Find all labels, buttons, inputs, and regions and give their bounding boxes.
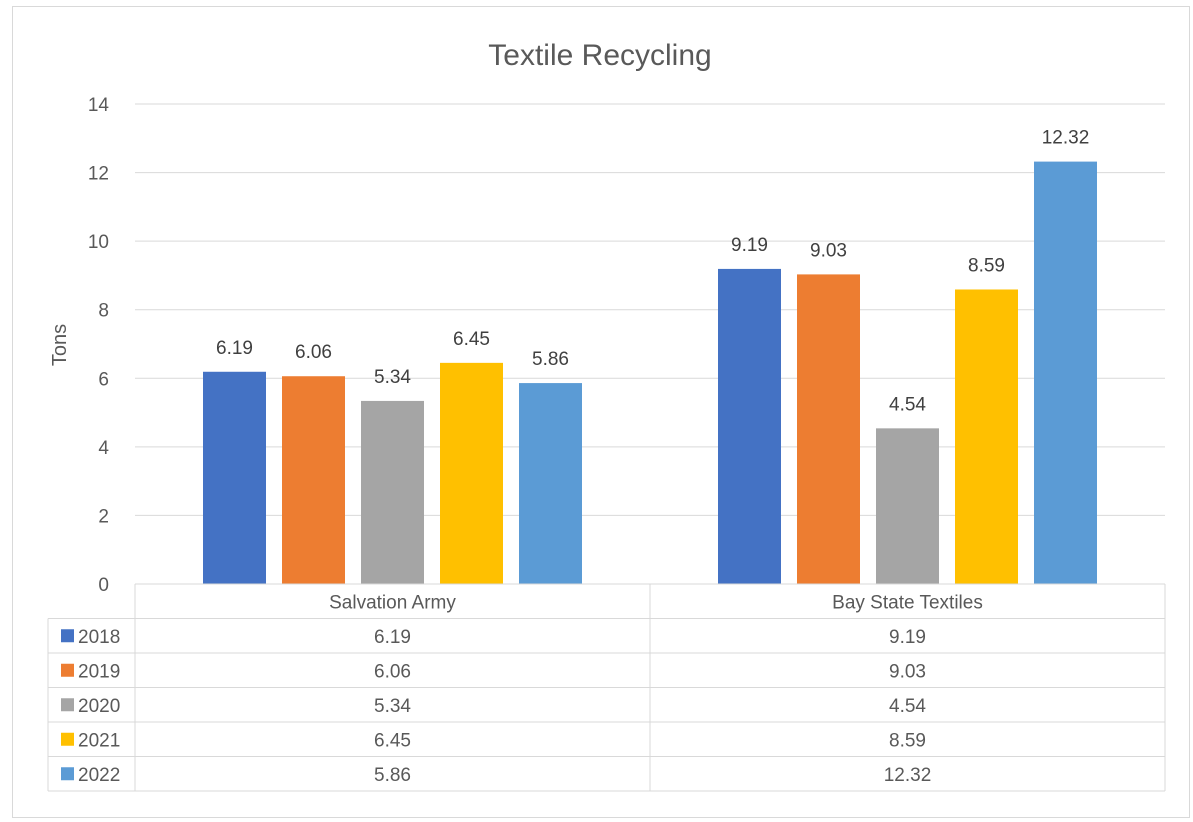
legend-label: 2022: [78, 765, 120, 786]
y-tick-label: 12: [88, 164, 109, 185]
bars: [203, 161, 1097, 584]
y-tick-label: 6: [98, 369, 109, 390]
legend-key-2022: [61, 767, 74, 781]
data-label: 9.19: [731, 235, 768, 256]
legend-key-2019: [61, 663, 74, 677]
bar-2019-0: [282, 376, 345, 584]
legend-label: 2018: [78, 627, 120, 648]
table-cell-value: 5.86: [374, 765, 411, 786]
bar-2020-1: [876, 428, 939, 584]
legend-label: 2019: [78, 661, 120, 682]
data-label: 6.45: [453, 329, 490, 350]
bar-2021-0: [440, 362, 503, 584]
data-table: Salvation Army Bay State Textiles 2018 6.19…: [47, 583, 1166, 792]
y-tick-label: 8: [98, 301, 109, 322]
bar-2021-1: [955, 289, 1018, 584]
data-label: 5.34: [374, 367, 411, 388]
bar-2022-0: [519, 383, 582, 584]
table-cell-value: 5.34: [374, 696, 411, 717]
bar-2020-0: [361, 400, 424, 584]
y-tick-labels: 0 2 4 6 8 10 12 14: [88, 95, 110, 596]
bar-2022-1: [1034, 161, 1097, 584]
data-labels: 6.19 9.19 6.06 9.03 5.34 4.54 6.45 8.59 5.86 12.3…: [216, 128, 1089, 416]
data-label: 12.32: [1042, 128, 1090, 149]
table-cell-value: 8.59: [889, 730, 926, 751]
data-label: 5.86: [532, 349, 569, 370]
legend-key-2020: [61, 698, 74, 712]
y-axis-label: Tons: [49, 324, 71, 366]
data-label: 9.03: [810, 240, 847, 261]
y-tick-label: 4: [98, 438, 109, 459]
y-tick-label: 14: [88, 95, 110, 116]
table-cell-value: 9.19: [889, 627, 926, 648]
bar-2018-0: [203, 371, 266, 584]
y-tick-label: 2: [98, 506, 109, 527]
table-cell-value: 9.03: [889, 661, 926, 682]
legend-key-2018: [61, 629, 74, 643]
bar-2019-1: [797, 274, 860, 584]
y-tick-label: 10: [88, 232, 109, 253]
data-label: 4.54: [889, 394, 926, 415]
legend-label: 2021: [78, 730, 120, 751]
table-cell-value: 6.45: [374, 730, 411, 751]
chart-frame: [12, 6, 1190, 818]
x-category-label: Salvation Army: [329, 592, 456, 613]
table-cell-value: 6.19: [374, 627, 411, 648]
legend-label: 2020: [78, 696, 120, 717]
bar-2018-1: [718, 268, 781, 584]
data-label: 8.59: [968, 255, 1005, 276]
legend-key-2021: [61, 732, 74, 746]
x-category-label: Bay State Textiles: [832, 592, 983, 613]
table-cell-value: 6.06: [374, 661, 411, 682]
data-label: 6.19: [216, 338, 253, 359]
data-label: 6.06: [295, 342, 332, 363]
chart-title: Textile Recycling: [488, 39, 711, 72]
table-cell-value: 4.54: [889, 696, 926, 717]
table-cell-value: 12.32: [884, 765, 932, 786]
y-tick-label: 0: [98, 575, 109, 596]
